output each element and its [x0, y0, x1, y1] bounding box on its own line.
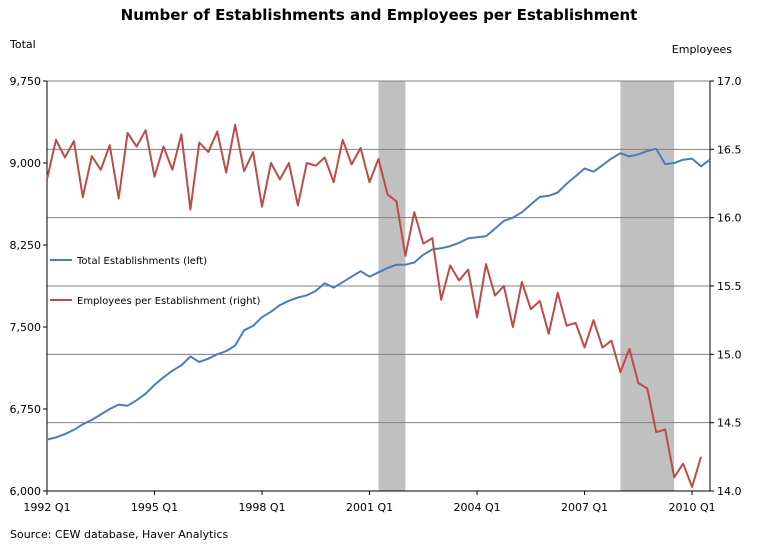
right-tick-label: 14.5 [717, 417, 742, 430]
right-tick-label: 16.0 [717, 212, 742, 225]
right-tick-label: 15.0 [717, 348, 742, 361]
legend: Total Establishments (left) Employees pe… [50, 256, 260, 307]
left-tick-label: 9,000 [10, 157, 42, 170]
right-tick-label: 16.5 [717, 143, 742, 156]
series-line-establishments [46, 147, 711, 441]
x-tick-label: 2004 Q1 [453, 501, 500, 514]
left-tick-label: 6,000 [10, 485, 42, 498]
right-axis-title: Employees [672, 43, 732, 56]
left-tick-label: 7,500 [10, 321, 42, 334]
series-lines [46, 123, 711, 488]
x-tick-label: 1992 Q1 [23, 501, 70, 514]
x-tick-label: 2001 Q1 [346, 501, 393, 514]
left-tick-label: 6,750 [10, 403, 42, 416]
gridlines [47, 80, 710, 424]
left-tick-label: 9,750 [10, 75, 42, 88]
series-line-employees [46, 123, 702, 488]
left-axis-title: Total [9, 38, 36, 51]
legend-label-establishments: Total Establishments (left) [76, 256, 207, 267]
right-tick-label: 17.0 [717, 75, 742, 88]
right-tick-label: 15.5 [717, 280, 742, 293]
x-tick-label: 1995 Q1 [131, 501, 178, 514]
left-tick-label: 8,250 [10, 239, 42, 252]
legend-label-employees: Employees per Establishment (right) [77, 296, 260, 307]
chart-title: Number of Establishments and Employees p… [121, 6, 638, 24]
x-tick-label: 2007 Q1 [561, 501, 608, 514]
x-tick-label: 1998 Q1 [238, 501, 285, 514]
x-tick-label: 2010 Q1 [669, 501, 716, 514]
source-note: Source: CEW database, Haver Analytics [10, 528, 229, 541]
axes: 6,000 6,750 7,500 8,250 9,000 9,750 14.0 14.5 15… [10, 75, 742, 514]
right-tick-label: 14.0 [717, 485, 742, 498]
